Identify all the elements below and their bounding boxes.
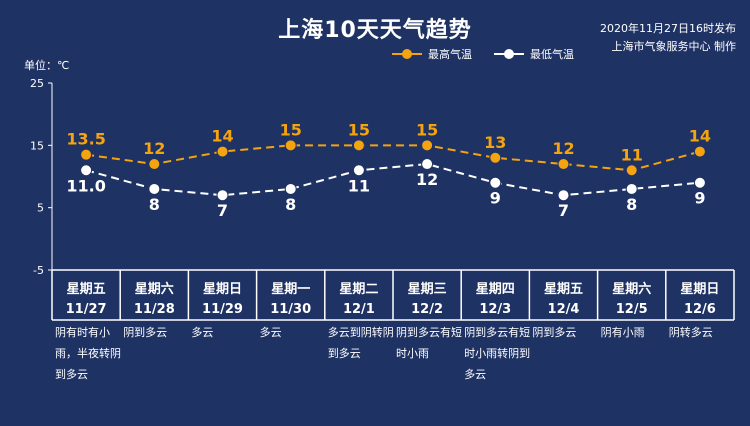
data-point-low [489, 176, 502, 189]
data-point-low [148, 182, 161, 195]
x-tick-weekday: 星期五 [544, 282, 583, 297]
data-label-low: 11.0 [66, 176, 105, 195]
data-point-low [284, 182, 297, 195]
x-tick-weekday: 星期三 [408, 282, 447, 297]
data-point-high [421, 139, 434, 152]
data-point-low [421, 158, 434, 171]
legend-item-high: 最高气温 [392, 46, 472, 62]
data-point-high [352, 139, 365, 152]
legend-low-marker [494, 49, 524, 59]
data-label-high: 15 [280, 120, 302, 139]
data-point-high [216, 145, 229, 158]
publisher: 上海市气象服务中心 制作 [611, 40, 737, 53]
publish-time: 2020年11月27日16时发布 [600, 22, 736, 35]
x-tick-date: 12/4 [548, 302, 580, 317]
data-label-low: 7 [558, 201, 569, 220]
data-point-low [216, 189, 229, 202]
data-label-high: 15 [416, 120, 438, 139]
data-label-high: 11 [621, 145, 643, 164]
y-tick-label: 25 [30, 77, 44, 90]
weather-desc: 多云 [191, 326, 214, 339]
data-label-high: 14 [211, 127, 233, 146]
x-tick-date: 12/3 [479, 302, 511, 317]
x-tick-weekday: 星期一 [271, 282, 310, 297]
x-tick-weekday: 星期六 [135, 281, 174, 297]
weather-desc: 阴到多云有短时小雨转阴到多云 [464, 326, 531, 381]
data-point-low [625, 182, 638, 195]
x-tick-weekday: 星期日 [680, 282, 719, 297]
data-point-low [352, 164, 365, 177]
data-point-high [625, 164, 638, 177]
data-point-low [557, 189, 570, 202]
publish-info: 2020年11月27日16时发布 上海市气象服务中心 制作 [600, 20, 736, 56]
x-tick-weekday: 星期日 [203, 282, 242, 297]
data-label-high: 13 [484, 133, 506, 152]
weather-desc: 多云 [259, 326, 282, 339]
data-point-high [284, 139, 297, 152]
data-label-high: 12 [552, 139, 574, 158]
data-label-high: 15 [348, 120, 370, 139]
data-label-low: 12 [416, 170, 438, 189]
weather-desc: 阴到多云有短时小雨 [396, 326, 462, 360]
x-tick-date: 11/28 [134, 302, 175, 317]
legend-item-low: 最低气温 [494, 46, 574, 62]
legend-low-label: 最低气温 [530, 48, 574, 61]
y-tick-label: 5 [37, 202, 44, 215]
weather-desc: 阴到多云 [123, 326, 168, 339]
weather-desc: 阴有小雨 [600, 326, 645, 339]
x-tick-weekday: 星期四 [476, 282, 515, 297]
page-title: 上海10天天气趋势 [278, 18, 472, 43]
data-point-high [80, 148, 93, 161]
x-tick-date: 12/6 [684, 302, 716, 317]
x-tick-date: 12/5 [616, 302, 648, 317]
data-point-low [693, 176, 706, 189]
data-point-high [489, 151, 502, 164]
data-label-low: 9 [490, 189, 501, 208]
x-tick-date: 11/29 [202, 302, 243, 317]
legend-high-label: 最高气温 [428, 48, 472, 61]
x-tick-weekday: 星期二 [339, 282, 378, 297]
x-tick-date: 11/30 [270, 302, 311, 317]
x-tick-weekday: 星期六 [612, 281, 651, 297]
data-label-low: 8 [285, 195, 296, 214]
y-tick-label: -5 [33, 264, 44, 277]
weather-desc: 阴有时有小雨，半夜转阴到多云 [55, 326, 121, 381]
data-label-low: 8 [626, 195, 637, 214]
x-tick-date: 12/2 [411, 302, 443, 317]
weather-desc: 多云到阴转阴到多云 [327, 326, 394, 360]
legend: 最高气温 最低气温 [392, 46, 596, 62]
weather-desc: 阴到多云 [532, 326, 577, 339]
data-label-high: 13.5 [66, 130, 105, 149]
data-label-low: 11 [348, 176, 370, 195]
data-label-low: 8 [149, 195, 160, 214]
data-label-low: 7 [217, 201, 228, 220]
y-tick-label: 15 [30, 139, 44, 152]
data-label-low: 9 [694, 189, 705, 208]
data-point-high [148, 158, 161, 171]
data-point-high [557, 158, 570, 171]
x-tick-date: 11/27 [66, 302, 107, 317]
data-point-low [80, 164, 93, 177]
unit-label: 单位：℃ [24, 59, 70, 72]
data-point-high [693, 145, 706, 158]
weather-desc: 阴转多云 [668, 326, 713, 339]
legend-high-marker [392, 49, 422, 59]
x-tick-weekday: 星期五 [67, 282, 106, 297]
series-line-low [85, 163, 700, 197]
data-label-high: 14 [689, 127, 711, 146]
data-label-high: 12 [143, 139, 165, 158]
x-tick-date: 12/1 [343, 302, 375, 317]
